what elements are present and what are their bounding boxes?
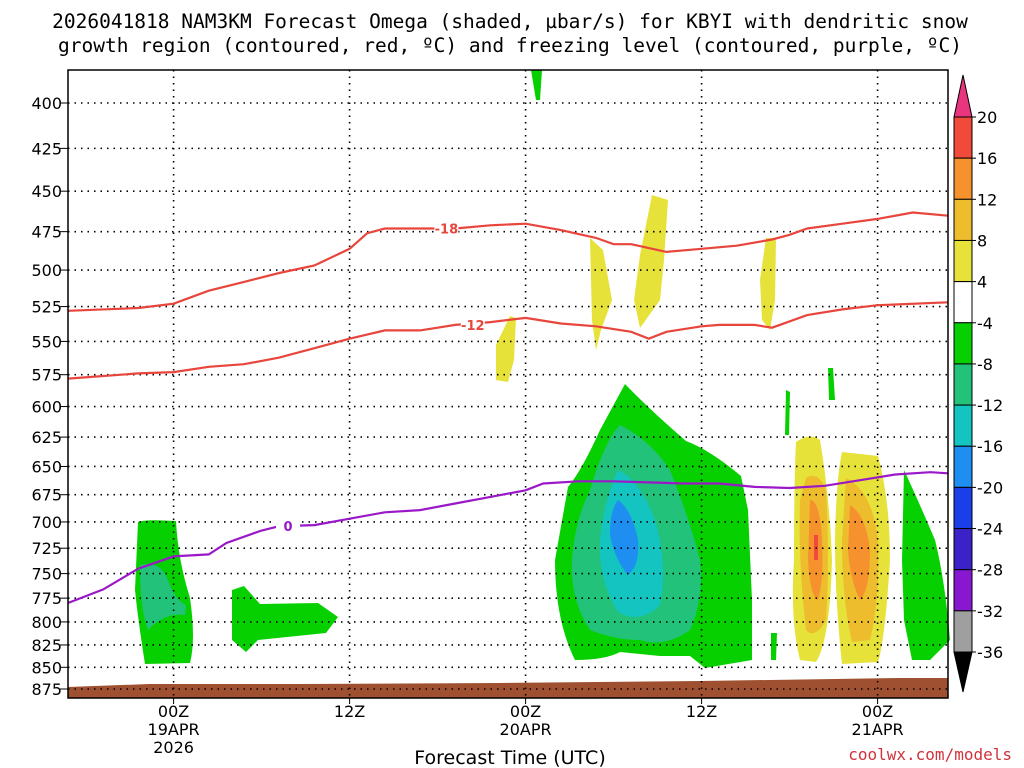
ascent-column-2-core	[848, 505, 870, 600]
y-tick-label-875: 875	[31, 680, 62, 699]
colorbar: 20 16 12 8 4 -4 -8 -12 -16 -20 -24 -28 -32 -36	[953, 74, 1003, 693]
y-tick-label-850: 850	[31, 658, 62, 677]
colorbar-label-9: -20	[977, 478, 1003, 497]
chart-title-line2: growth region (contoured, red, ºC) and f…	[58, 34, 962, 57]
contour-line-0	[67, 211, 949, 312]
colorbar-swatch-8	[953, 445, 973, 488]
y-tick-label-450: 450	[31, 182, 62, 201]
y-tick-label-725: 725	[31, 539, 62, 558]
omega-area-mid	[232, 586, 338, 652]
colorbar-swatch-6	[953, 363, 973, 406]
colorbar-top-arrow	[953, 74, 973, 118]
y-tick-label-750: 750	[31, 565, 62, 584]
colorbar-label-7: -12	[977, 396, 1003, 415]
colorbar-label-0: 20	[977, 108, 997, 127]
colorbar-swatch-2	[953, 198, 973, 241]
ascent-area-1	[590, 238, 612, 350]
contour-line-2	[67, 471, 949, 605]
colorbar-swatch-11	[953, 569, 973, 612]
colorbar-swatch-12	[953, 610, 973, 653]
x-tick-label-4-line1: 00Z	[862, 702, 893, 721]
chart-title-line1: 2026041818 NAM3KM Forecast Omega (shaded…	[52, 10, 968, 33]
colorbar-label-1: 16	[977, 149, 997, 168]
colorbar-label-4: 4	[977, 273, 987, 292]
watermark: coolwx.com/models	[848, 745, 1012, 764]
y-tick-label-575: 575	[31, 366, 62, 385]
x-tick-label-0-line2: 19APR	[148, 720, 200, 739]
colorbar-label-8: -16	[977, 437, 1003, 456]
y-tick-label-775: 775	[31, 589, 62, 608]
colorbar-bottom-arrow	[953, 651, 973, 693]
colorbar-label-3: 8	[977, 231, 987, 250]
omega-area-main-peak	[610, 500, 639, 575]
contour-line-1	[67, 301, 949, 380]
contour-label-bg-1	[460, 316, 485, 332]
contour-label-0: -18	[435, 222, 459, 237]
y-tick-label-400: 400	[31, 94, 62, 113]
contour-label-bg-0	[434, 220, 459, 236]
y-tick-label-800: 800	[31, 613, 62, 632]
colorbar-swatch-9	[953, 486, 973, 530]
x-tick-label-1-line1: 12Z	[334, 702, 365, 721]
x-tick-label-0-line1: 00Z	[158, 702, 189, 721]
colorbar-label-13: -36	[977, 643, 1003, 662]
y-tick-label-525: 525	[31, 298, 62, 317]
colorbar-swatch-3	[953, 239, 973, 283]
omega-area-top	[531, 70, 542, 100]
colorbar-swatch-5	[953, 322, 973, 365]
y-tick-label-600: 600	[31, 398, 62, 417]
contour-label-2: 0	[283, 520, 292, 535]
colorbar-swatch-1	[953, 157, 973, 200]
colorbar-label-12: -32	[977, 602, 1003, 621]
y-tick-label-675: 675	[31, 486, 62, 505]
plot-frame	[67, 69, 949, 699]
colorbar-label-6: -8	[977, 355, 993, 374]
y-tick-label-425: 425	[31, 139, 62, 158]
y-tick-label-475: 475	[31, 223, 62, 242]
x-tick-label-2-line2: 20APR	[500, 720, 552, 739]
x-axis-label: Forecast Time (UTC)	[414, 747, 605, 768]
x-tick-label-4-line2: 21APR	[852, 720, 904, 739]
isotherm-contours: -18 -12 0	[67, 211, 949, 605]
omega-area-streak2	[828, 368, 835, 400]
x-tick-label-3-line1: 12Z	[686, 702, 717, 721]
omega-area-streak	[785, 390, 790, 435]
ground-surface	[68, 678, 948, 698]
omega-area-left-core	[140, 564, 186, 630]
y-tick-label-625: 625	[31, 428, 62, 447]
ascent-area-2	[634, 195, 668, 328]
colorbar-swatch-4	[953, 281, 973, 324]
colorbar-label-10: -24	[977, 520, 1003, 539]
omega-area-speck	[771, 633, 777, 660]
colorbar-swatch-10	[953, 528, 973, 571]
y-axis-ticks: 400 425 450 475 500 525 550 575 600 625 650 675 700 7…	[31, 94, 68, 699]
omega-shading	[135, 70, 950, 668]
ascent-area-4	[496, 316, 516, 382]
y-tick-label-550: 550	[31, 332, 62, 351]
colorbar-swatch-7	[953, 404, 973, 447]
y-tick-label-650: 650	[31, 457, 62, 476]
omega-area-right	[902, 470, 950, 660]
colorbar-label-2: 12	[977, 190, 997, 209]
colorbar-label-5: -4	[977, 314, 993, 333]
colorbar-swatch-0	[953, 116, 973, 159]
y-tick-label-700: 700	[31, 513, 62, 532]
colorbar-label-11: -28	[977, 561, 1003, 580]
pressure-gridlines	[68, 70, 948, 698]
contour-label-bg-2	[276, 518, 300, 534]
x-tick-label-2-line1: 00Z	[510, 702, 541, 721]
x-tick-label-0-line3: 2026	[153, 738, 194, 757]
y-tick-label-500: 500	[31, 261, 62, 280]
y-tick-label-825: 825	[31, 636, 62, 655]
contour-label-1: -12	[461, 319, 485, 334]
